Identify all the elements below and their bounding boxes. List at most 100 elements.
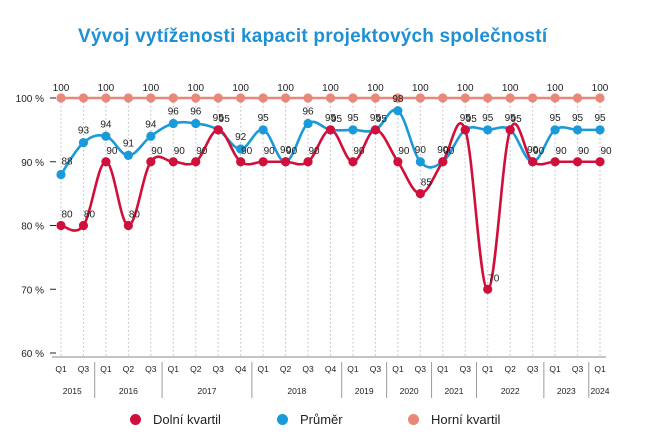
y-tick-label: 90 % (21, 158, 44, 169)
data-label-dolni-kvartil: 90 (264, 146, 276, 157)
data-label-dolni-kvartil: 90 (151, 146, 163, 157)
data-point-horni-kvartil (572, 93, 583, 103)
data-point-horni-kvartil (191, 93, 201, 103)
data-point-prumer (236, 144, 246, 154)
data-label-prumer: 95 (482, 113, 494, 124)
legend-label-prumer: Průměr (300, 412, 343, 427)
data-point-dolni-kvartil (572, 157, 583, 167)
x-tick-label: Q1 (594, 364, 606, 374)
data-label-dolni-kvartil: 95 (511, 114, 523, 125)
x-tick-label: Q2 (123, 364, 135, 374)
year-label: 2016 (119, 386, 138, 396)
x-tick-label: Q3 (78, 364, 90, 374)
data-point-dolni-kvartil (303, 157, 313, 167)
data-point-horni-kvartil (303, 93, 313, 103)
data-label-dolni-kvartil: 90 (578, 146, 590, 157)
data-label-horni-kvartil: 100 (232, 83, 249, 94)
data-point-horni-kvartil (483, 93, 493, 103)
y-tick-label: 80 % (21, 222, 44, 233)
x-tick-label: Q3 (370, 364, 382, 374)
year-label: 2023 (557, 386, 576, 396)
legend-marker-dolni-kvartil (130, 414, 141, 425)
data-label-dolni-kvartil: 95 (331, 114, 343, 125)
y-tick-label: 70 % (21, 285, 44, 296)
data-point-dolni-kvartil (280, 157, 291, 167)
data-label-dolni-kvartil: 90 (443, 146, 455, 157)
year-label: 2015 (63, 386, 82, 396)
data-label-prumer: 94 (145, 119, 157, 130)
data-label-prumer: 98 (392, 94, 404, 105)
data-label-prumer: 93 (78, 126, 90, 137)
data-label-prumer: 94 (100, 119, 112, 130)
data-point-prumer (595, 125, 605, 135)
data-point-horni-kvartil (258, 93, 268, 103)
x-tick-label: Q2 (190, 364, 202, 374)
data-label-prumer: 88 (61, 157, 73, 168)
data-label-dolni-kvartil: 90 (106, 146, 118, 157)
data-point-horni-kvartil (460, 93, 470, 103)
data-point-dolni-kvartil (236, 157, 246, 167)
data-label-prumer: 95 (505, 113, 517, 124)
data-point-horni-kvartil (550, 93, 560, 103)
x-tick-label: Q1 (100, 364, 112, 374)
data-point-dolni-kvartil (393, 157, 403, 167)
data-label-dolni-kvartil: 70 (488, 273, 500, 284)
data-label-horni-kvartil: 100 (367, 83, 384, 94)
data-label-prumer: 95 (325, 113, 337, 124)
data-point-dolni-kvartil (460, 125, 470, 135)
data-label-dolni-kvartil: 90 (241, 146, 253, 157)
data-point-dolni-kvartil (146, 157, 156, 167)
data-label-prumer: 90 (415, 145, 427, 156)
data-label-dolni-kvartil: 90 (196, 146, 208, 157)
data-label-dolni-kvartil: 95 (376, 114, 388, 125)
data-label-horni-kvartil: 100 (592, 83, 609, 94)
data-label-dolni-kvartil: 90 (174, 146, 186, 157)
year-label: 2022 (501, 386, 520, 396)
data-point-dolni-kvartil (438, 157, 448, 167)
data-point-prumer (56, 169, 66, 180)
x-tick-label: Q3 (415, 364, 427, 374)
data-label-prumer: 90 (437, 145, 449, 156)
data-point-prumer (101, 131, 111, 141)
data-label-horni-kvartil: 100 (98, 83, 115, 94)
x-tick-label: Q2 (504, 364, 516, 374)
data-point-prumer (258, 125, 268, 135)
data-point-prumer (168, 118, 178, 129)
data-label-horni-kvartil: 100 (322, 83, 339, 94)
chart-title: Vývoj vytíženosti kapacit projektových s… (78, 26, 548, 47)
data-point-dolni-kvartil (415, 189, 425, 199)
x-tick-label: Q3 (572, 364, 584, 374)
year-label: 2018 (287, 386, 306, 396)
x-tick-label: Q3 (527, 364, 539, 374)
data-point-prumer (415, 157, 425, 167)
data-label-dolni-kvartil: 95 (466, 114, 478, 125)
x-tick-label: Q1 (482, 364, 494, 374)
data-point-prumer (572, 125, 583, 135)
data-point-horni-kvartil (213, 93, 223, 103)
data-point-prumer (483, 125, 493, 135)
year-label: 2020 (400, 386, 419, 396)
data-label-dolni-kvartil: 90 (308, 146, 320, 157)
data-point-dolni-kvartil (123, 220, 133, 231)
year-label: 2021 (445, 386, 464, 396)
data-label-dolni-kvartil: 80 (61, 210, 73, 221)
data-point-horni-kvartil (168, 93, 178, 103)
legend-label-horni-kvartil: Horní kvartil (431, 412, 501, 427)
data-point-horni-kvartil (101, 93, 111, 103)
data-point-dolni-kvartil (528, 157, 538, 167)
data-point-dolni-kvartil (348, 157, 358, 167)
year-label: 2019 (355, 386, 374, 396)
data-point-prumer (393, 106, 403, 116)
data-point-dolni-kvartil (213, 125, 223, 135)
legend-item-horni-kvartil: Horní kvartil (408, 412, 500, 427)
data-label-horni-kvartil: 100 (277, 83, 294, 94)
data-label-prumer: 95 (370, 113, 382, 124)
data-point-dolni-kvartil (258, 157, 268, 167)
data-point-dolni-kvartil (168, 157, 178, 167)
data-point-dolni-kvartil (595, 157, 605, 167)
data-label-prumer: 95 (258, 113, 270, 124)
x-tick-label: Q1 (347, 364, 359, 374)
y-tick-label: 60 % (21, 349, 44, 360)
data-label-horni-kvartil: 100 (547, 83, 564, 94)
